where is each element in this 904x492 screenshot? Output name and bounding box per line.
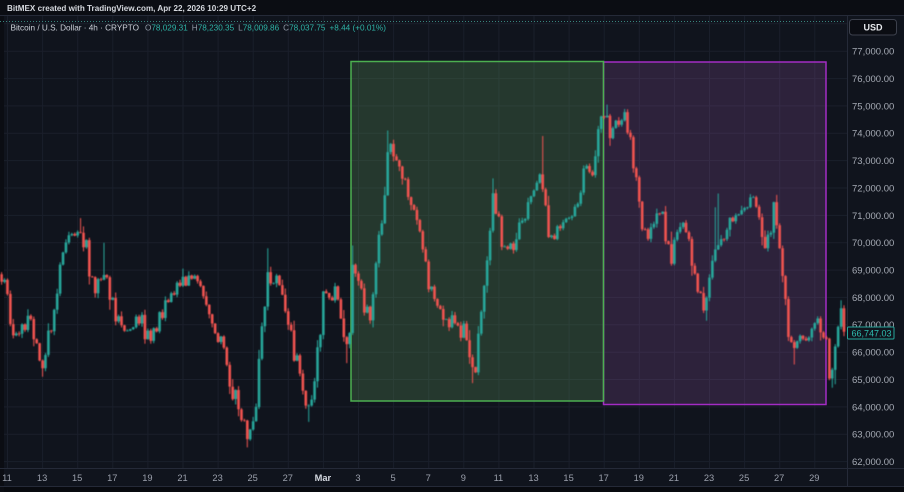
- svg-text:BitMEX created with TradingVie: BitMEX created with TradingView.com, Apr…: [7, 4, 257, 13]
- svg-text:25: 25: [248, 473, 258, 483]
- svg-text:11: 11: [2, 473, 12, 483]
- svg-text:66,747.03: 66,747.03: [852, 328, 892, 338]
- svg-text:75,000.00: 75,000.00: [852, 101, 894, 112]
- svg-text:27: 27: [283, 473, 293, 483]
- svg-text:19: 19: [634, 473, 644, 483]
- svg-text:29: 29: [809, 473, 819, 483]
- svg-text:23: 23: [704, 473, 714, 483]
- svg-text:11: 11: [494, 473, 504, 483]
- svg-text:63,000.00: 63,000.00: [852, 430, 894, 441]
- svg-text:69,000.00: 69,000.00: [852, 266, 894, 277]
- svg-text:3: 3: [355, 473, 360, 483]
- svg-text:17: 17: [599, 473, 609, 483]
- svg-text:73,000.00: 73,000.00: [852, 156, 894, 167]
- svg-text:68,000.00: 68,000.00: [852, 293, 894, 304]
- svg-text:77,000.00: 77,000.00: [852, 47, 894, 58]
- svg-text:72,000.00: 72,000.00: [852, 183, 894, 194]
- svg-text:25: 25: [739, 473, 749, 483]
- svg-text:15: 15: [72, 473, 82, 483]
- svg-text:66,000.00: 66,000.00: [852, 348, 894, 359]
- svg-text:74,000.00: 74,000.00: [852, 129, 894, 140]
- svg-text:70,000.00: 70,000.00: [852, 238, 894, 249]
- svg-text:15: 15: [563, 473, 573, 483]
- svg-text:Mar: Mar: [315, 473, 332, 483]
- svg-text:Bitcoin / U.S. Dollar · 4h · C: Bitcoin / U.S. Dollar · 4h · CRYPTO O78,0…: [11, 24, 387, 33]
- svg-text:19: 19: [142, 473, 152, 483]
- svg-text:23: 23: [212, 473, 222, 483]
- svg-text:9: 9: [461, 473, 466, 483]
- svg-text:76,000.00: 76,000.00: [852, 74, 894, 85]
- svg-text:13: 13: [528, 473, 538, 483]
- svg-text:71,000.00: 71,000.00: [852, 211, 894, 222]
- svg-text:21: 21: [669, 473, 679, 483]
- svg-text:62,000.00: 62,000.00: [852, 457, 894, 468]
- svg-text:65,000.00: 65,000.00: [852, 375, 894, 386]
- svg-text:5: 5: [391, 473, 396, 483]
- svg-text:27: 27: [774, 473, 784, 483]
- svg-text:67,000.00: 67,000.00: [852, 320, 894, 331]
- svg-text:21: 21: [177, 473, 187, 483]
- svg-text:USD: USD: [863, 23, 883, 33]
- svg-text:7: 7: [426, 473, 431, 483]
- svg-text:13: 13: [37, 473, 47, 483]
- svg-text:64,000.00: 64,000.00: [852, 402, 894, 413]
- svg-text:17: 17: [107, 473, 117, 483]
